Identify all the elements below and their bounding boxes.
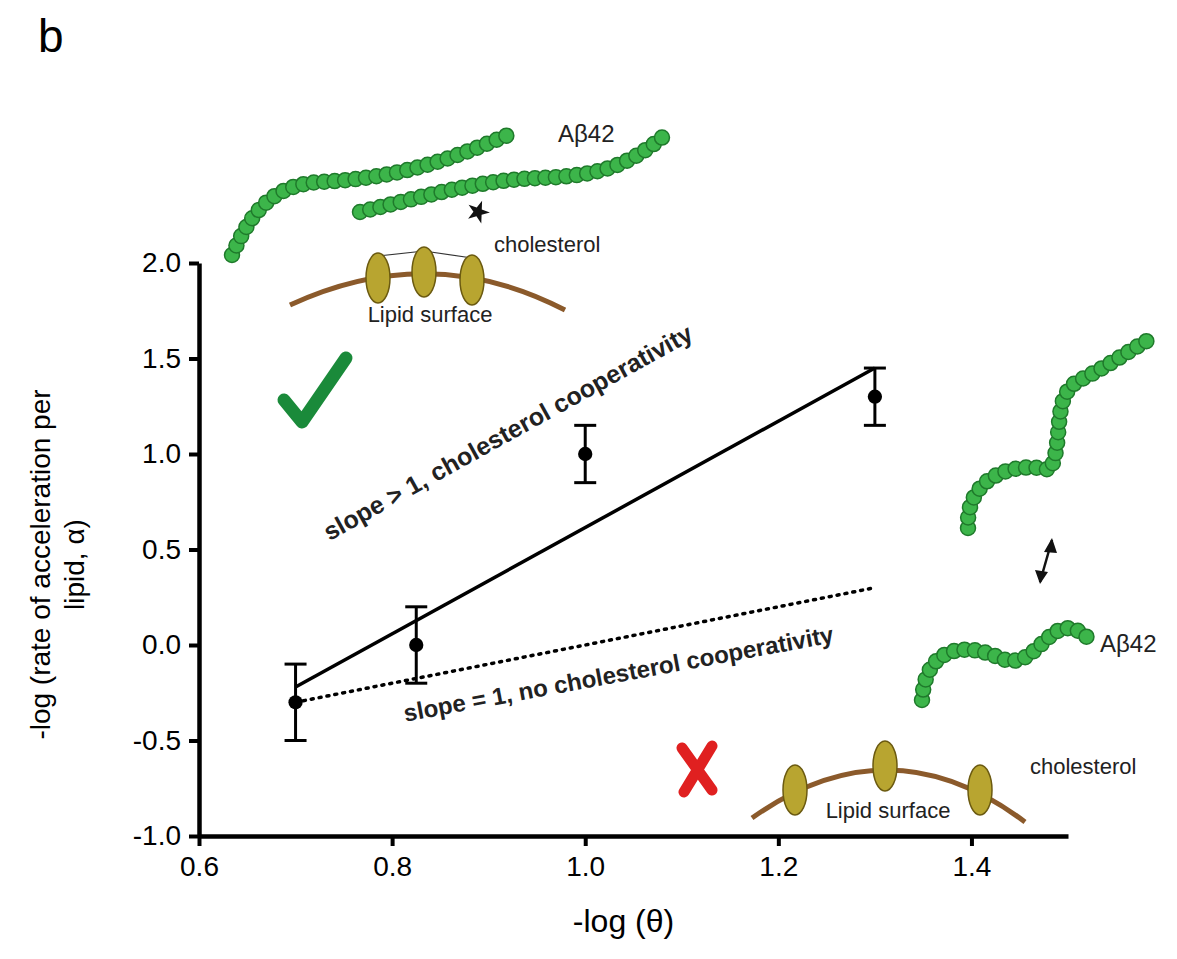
y-tick: -0.5	[133, 725, 199, 756]
x-tick-label: 1.2	[759, 851, 798, 882]
error-cap	[574, 424, 596, 427]
x-tick: 1.2	[759, 836, 798, 882]
x-tick-mark	[391, 836, 395, 846]
data-point	[288, 695, 302, 709]
error-cap	[864, 424, 886, 427]
y-tick-mark	[189, 644, 199, 648]
x-axis-title: -log (θ)	[573, 903, 674, 939]
y-tick-mark	[189, 835, 199, 839]
chart: 0.6 0.8 1.0 1.2 1.4 -1.0 -0.5 0.0 0.5 1.0 1.5 2.0 b -…	[0, 0, 1177, 959]
annotation: cholesterol	[494, 232, 600, 257]
annotation: cholesterol	[1030, 754, 1136, 779]
y-tick: 1.5	[142, 343, 199, 374]
error-cap	[405, 605, 427, 608]
panel-label: b	[38, 10, 64, 62]
x-tick-label: 1.0	[566, 851, 605, 882]
data-point	[409, 638, 423, 652]
interaction-star	[464, 197, 493, 225]
cholesterol	[412, 247, 436, 297]
annotation: slope > 1, cholesterol cooperativity	[318, 319, 697, 546]
annotation: slope = 1, no cholesterol cooperativity	[401, 620, 836, 726]
y-tick-label: 2.0	[142, 247, 181, 278]
x-tick: 1.4	[952, 836, 991, 882]
x-tick: 0.8	[373, 836, 412, 882]
check-mark	[284, 358, 346, 422]
error-cap	[285, 739, 307, 742]
cholesterol	[460, 255, 484, 305]
x-tick-label: 0.6	[180, 851, 219, 882]
y-axis-title: -log (rate of acceleration perlipid, α)	[25, 389, 90, 739]
error-cap	[405, 682, 427, 685]
y-tick-label: 0.5	[142, 534, 181, 565]
cross-mark	[682, 746, 712, 792]
x-tick-mark	[970, 836, 974, 846]
y-tick-label: 1.0	[142, 438, 181, 469]
cholesterol	[366, 253, 390, 303]
y-tick-mark	[189, 357, 199, 361]
data-point	[578, 447, 592, 461]
y-tick-label: -1.0	[133, 820, 181, 851]
y-tick: 1.0	[142, 438, 199, 469]
annotation: Aβ42	[1100, 630, 1157, 657]
y-tick-mark	[189, 548, 199, 552]
x-tick: 0.6	[180, 836, 219, 882]
x-tick-mark	[584, 836, 588, 846]
peptide-bead	[1079, 629, 1094, 644]
x-tick-label: 1.4	[952, 851, 991, 882]
y-tick: 2.0	[142, 247, 199, 278]
axis-line	[200, 834, 1069, 839]
plot-area	[285, 368, 886, 740]
y-tick-label: -0.5	[133, 725, 181, 756]
y-tick: -1.0	[133, 820, 199, 851]
error-cap	[285, 663, 307, 666]
peptide-bead	[1139, 334, 1154, 349]
cholesterol	[873, 741, 897, 791]
y-tick-mark	[189, 739, 199, 743]
x-tick: 1.0	[566, 836, 605, 882]
annotation: Lipid surface	[368, 302, 493, 327]
peptide-bead	[499, 128, 514, 143]
y-axis: -1.0 -0.5 0.0 0.5 1.0 1.5 2.0	[133, 247, 200, 851]
y-tick-label: 0.0	[142, 629, 181, 660]
annotation: Aβ42	[558, 120, 615, 147]
peptide-bead	[654, 130, 669, 145]
annotation: Lipid surface	[826, 798, 951, 823]
x-axis: 0.6 0.8 1.0 1.2 1.4	[180, 836, 1068, 882]
y-tick-label: 1.5	[142, 343, 181, 374]
y-tick-mark	[189, 453, 199, 457]
error-cap	[574, 481, 596, 484]
data-point	[868, 390, 882, 404]
cholesterol	[783, 765, 807, 815]
x-tick-label: 0.8	[373, 851, 412, 882]
y-tick: 0.5	[142, 534, 199, 565]
cholesterol	[968, 765, 992, 815]
y-tick-mark	[189, 262, 199, 266]
error-cap	[864, 367, 886, 370]
illustration	[225, 128, 1154, 822]
y-tick: 0.0	[142, 629, 199, 660]
repulsion-arrowhead	[1035, 538, 1057, 584]
x-tick-mark	[777, 836, 781, 846]
